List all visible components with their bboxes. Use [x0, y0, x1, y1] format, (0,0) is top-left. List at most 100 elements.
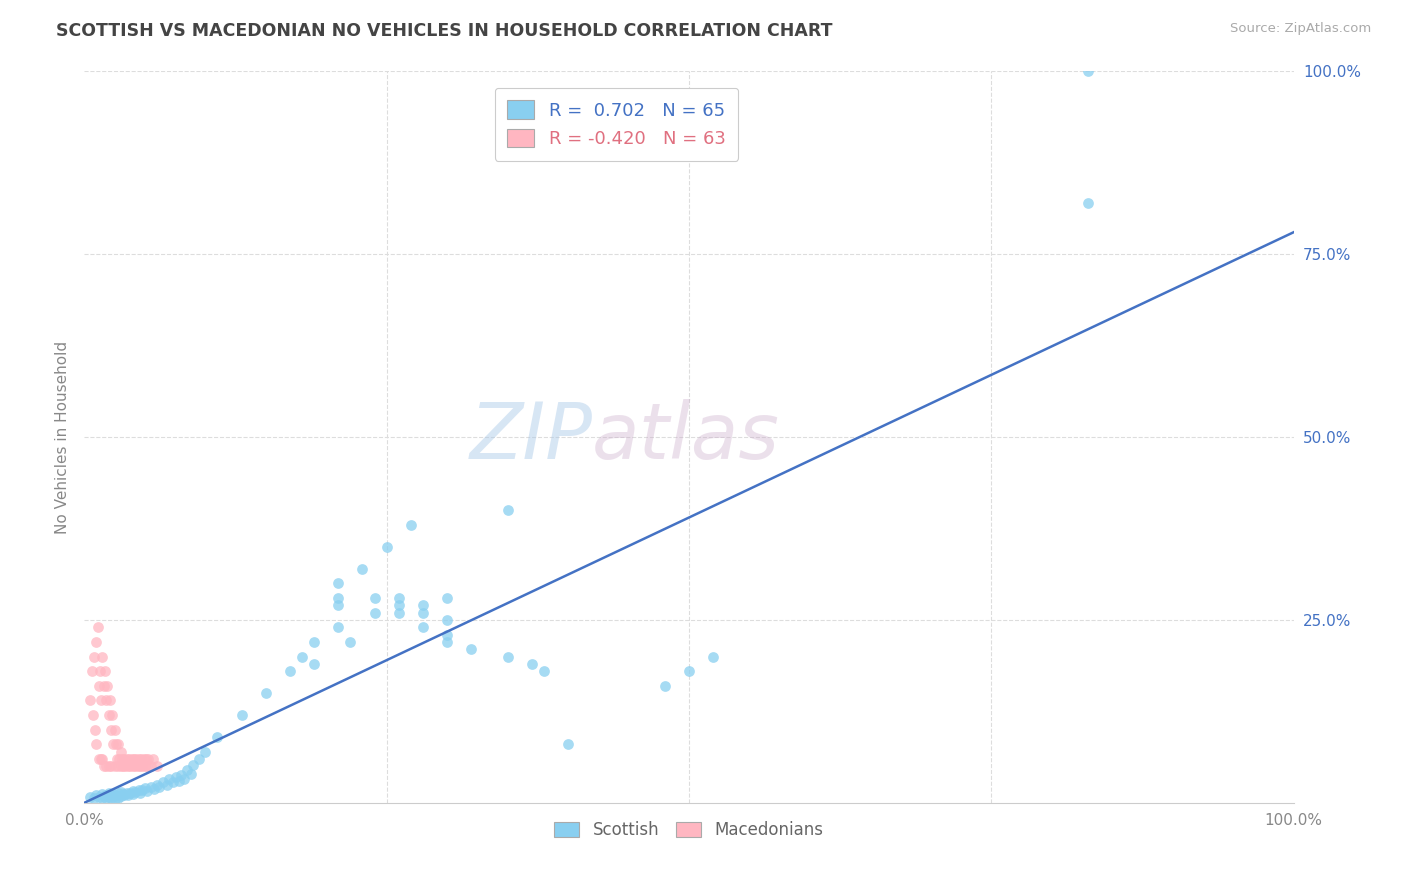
Point — [146, 759, 169, 773]
Text: ZIP: ZIP — [470, 399, 592, 475]
Point — [146, 778, 169, 792]
Point — [110, 759, 132, 773]
Point — [94, 791, 117, 805]
Point — [254, 686, 277, 700]
Point — [118, 752, 141, 766]
Point — [399, 517, 422, 532]
Point — [388, 599, 411, 613]
Point — [436, 591, 458, 605]
Point — [339, 635, 361, 649]
Point — [83, 649, 105, 664]
Point — [231, 708, 253, 723]
Point — [181, 757, 204, 772]
Point — [79, 693, 101, 707]
Point — [104, 789, 127, 804]
Point — [328, 576, 350, 591]
Point — [135, 752, 157, 766]
Point — [165, 770, 187, 784]
Point — [110, 785, 132, 799]
Point — [97, 759, 120, 773]
Point — [103, 787, 125, 801]
Point — [460, 642, 482, 657]
Point — [121, 752, 143, 766]
Point — [136, 784, 159, 798]
Point — [100, 791, 122, 805]
Point — [139, 759, 162, 773]
Point — [143, 781, 166, 796]
Point — [120, 759, 142, 773]
Point — [100, 759, 122, 773]
Point — [302, 657, 325, 671]
Point — [278, 664, 301, 678]
Point — [173, 772, 195, 786]
Point — [110, 789, 132, 804]
Point — [176, 763, 198, 777]
Point — [122, 752, 145, 766]
Point — [352, 562, 374, 576]
Point — [86, 789, 108, 803]
Point — [436, 627, 458, 641]
Point — [1077, 64, 1099, 78]
Point — [496, 503, 519, 517]
Point — [93, 789, 115, 804]
Point — [97, 789, 120, 804]
Point — [104, 737, 127, 751]
Point — [104, 759, 127, 773]
Point — [194, 745, 217, 759]
Point — [91, 752, 114, 766]
Point — [93, 679, 115, 693]
Point — [436, 635, 458, 649]
Y-axis label: No Vehicles in Household: No Vehicles in Household — [55, 341, 70, 533]
Point — [82, 708, 104, 723]
Point — [107, 786, 129, 800]
Text: Source: ZipAtlas.com: Source: ZipAtlas.com — [1230, 22, 1371, 36]
Point — [112, 789, 135, 803]
Point — [100, 723, 122, 737]
Point — [129, 759, 152, 773]
Point — [328, 591, 350, 605]
Point — [89, 664, 111, 678]
Point — [533, 664, 555, 678]
Point — [105, 752, 128, 766]
Point — [124, 759, 146, 773]
Point — [107, 790, 129, 805]
Point — [162, 775, 184, 789]
Point — [134, 781, 156, 796]
Point — [129, 786, 152, 800]
Point — [96, 679, 118, 693]
Point — [180, 766, 202, 780]
Point — [167, 773, 190, 788]
Point — [139, 780, 162, 794]
Point — [363, 606, 385, 620]
Point — [90, 693, 112, 707]
Point — [388, 591, 411, 605]
Point — [121, 784, 143, 798]
Point — [134, 759, 156, 773]
Point — [97, 786, 120, 800]
Point — [114, 759, 136, 773]
Point — [124, 785, 146, 799]
Point — [108, 752, 131, 766]
Point — [388, 606, 411, 620]
Point — [94, 664, 117, 678]
Point — [107, 759, 129, 773]
Point — [412, 599, 434, 613]
Point — [152, 775, 174, 789]
Point — [112, 759, 135, 773]
Point — [115, 752, 138, 766]
Point — [117, 788, 139, 802]
Point — [87, 789, 110, 804]
Point — [412, 606, 434, 620]
Point — [363, 591, 385, 605]
Point — [111, 752, 134, 766]
Point — [101, 708, 124, 723]
Point — [93, 759, 115, 773]
Point — [127, 759, 149, 773]
Point — [103, 737, 125, 751]
Point — [100, 789, 122, 803]
Point — [112, 787, 135, 801]
Point — [128, 782, 150, 797]
Point — [87, 679, 110, 693]
Point — [157, 772, 180, 787]
Point — [110, 745, 132, 759]
